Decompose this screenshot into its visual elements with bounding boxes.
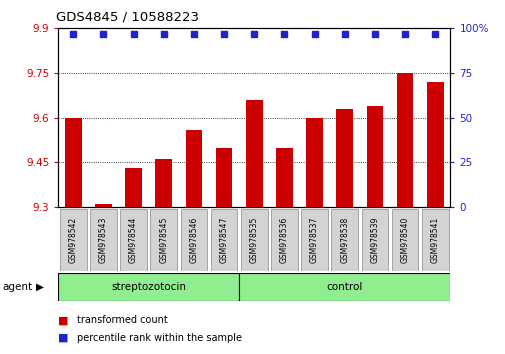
Point	[340, 31, 348, 36]
Text: streptozotocin: streptozotocin	[111, 282, 186, 292]
Text: GSM978545: GSM978545	[159, 217, 168, 263]
Text: GSM978544: GSM978544	[129, 217, 138, 263]
Bar	[215, 148, 232, 207]
Bar	[426, 82, 443, 207]
Bar	[276, 148, 292, 207]
Point	[400, 31, 409, 36]
FancyBboxPatch shape	[58, 273, 239, 301]
Bar	[155, 159, 172, 207]
FancyBboxPatch shape	[421, 209, 447, 271]
Point	[129, 31, 137, 36]
FancyBboxPatch shape	[120, 209, 146, 271]
Bar	[185, 130, 202, 207]
FancyBboxPatch shape	[60, 209, 86, 271]
Text: GSM978538: GSM978538	[339, 217, 348, 263]
Bar	[336, 109, 352, 207]
Point	[370, 31, 378, 36]
FancyBboxPatch shape	[331, 209, 358, 271]
Text: percentile rank within the sample: percentile rank within the sample	[77, 333, 242, 343]
FancyBboxPatch shape	[271, 209, 297, 271]
Point	[430, 31, 438, 36]
Text: control: control	[326, 282, 362, 292]
Point	[69, 31, 77, 36]
Text: GSM978543: GSM978543	[99, 217, 108, 263]
Bar	[95, 204, 112, 207]
Text: GSM978536: GSM978536	[279, 217, 288, 263]
Text: GSM978540: GSM978540	[400, 217, 409, 263]
FancyBboxPatch shape	[211, 209, 237, 271]
Text: GDS4845 / 10588223: GDS4845 / 10588223	[56, 11, 198, 24]
Text: GSM978537: GSM978537	[310, 217, 319, 263]
FancyBboxPatch shape	[150, 209, 177, 271]
Text: ■: ■	[58, 315, 69, 325]
Text: GSM978542: GSM978542	[69, 217, 78, 263]
Bar	[65, 118, 81, 207]
Text: GSM978539: GSM978539	[370, 217, 379, 263]
Text: GSM978547: GSM978547	[219, 217, 228, 263]
Bar	[306, 118, 322, 207]
Bar	[125, 169, 141, 207]
FancyBboxPatch shape	[361, 209, 387, 271]
FancyBboxPatch shape	[391, 209, 418, 271]
Text: GSM978535: GSM978535	[249, 217, 258, 263]
Text: ▶: ▶	[36, 282, 44, 292]
FancyBboxPatch shape	[180, 209, 207, 271]
FancyBboxPatch shape	[301, 209, 327, 271]
Text: ■: ■	[58, 333, 69, 343]
Text: agent: agent	[3, 282, 33, 292]
Text: GSM978541: GSM978541	[430, 217, 439, 263]
Text: GSM978546: GSM978546	[189, 217, 198, 263]
FancyBboxPatch shape	[90, 209, 117, 271]
Point	[280, 31, 288, 36]
FancyBboxPatch shape	[240, 209, 267, 271]
FancyBboxPatch shape	[239, 273, 449, 301]
Point	[310, 31, 318, 36]
Bar	[396, 73, 413, 207]
Point	[99, 31, 107, 36]
Bar	[366, 106, 382, 207]
Point	[189, 31, 197, 36]
Text: transformed count: transformed count	[77, 315, 168, 325]
Point	[220, 31, 228, 36]
Bar	[245, 100, 262, 207]
Point	[250, 31, 258, 36]
Point	[160, 31, 168, 36]
